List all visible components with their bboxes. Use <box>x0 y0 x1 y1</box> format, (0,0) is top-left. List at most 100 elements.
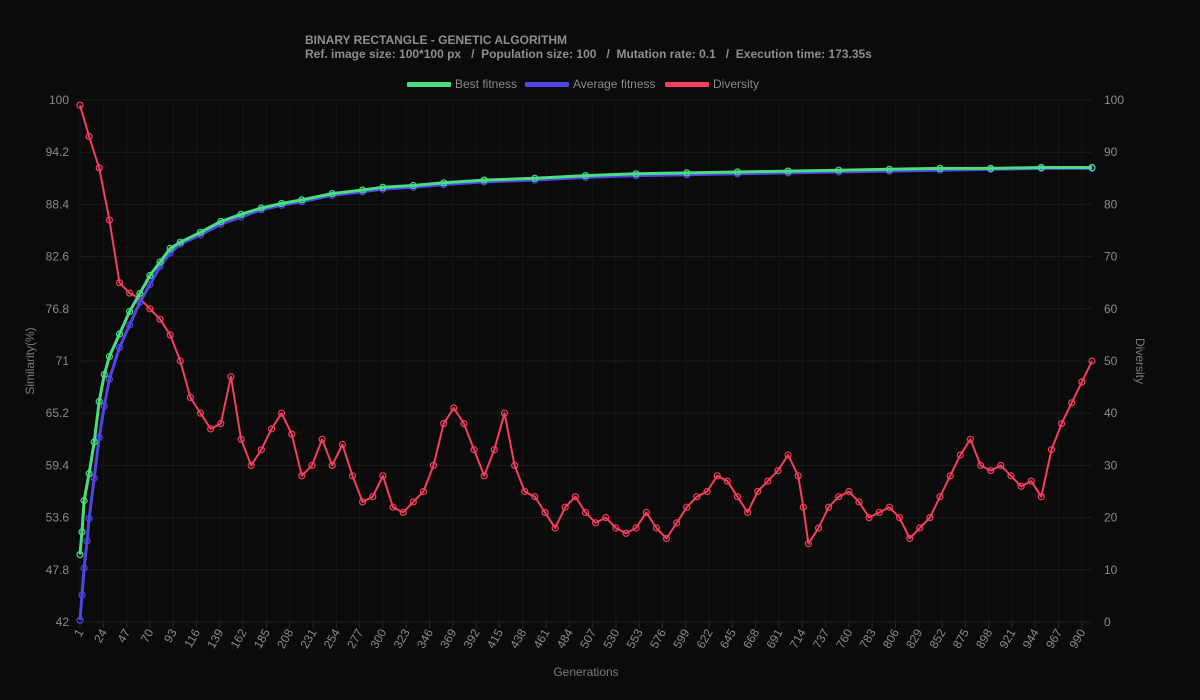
data-point-best-fitness <box>936 164 944 172</box>
data-point-diversity <box>237 435 245 443</box>
series-layer <box>76 101 1096 624</box>
x-tick-label: 898 <box>973 626 995 651</box>
data-point-diversity <box>1088 357 1096 365</box>
y-left-tick-label: 65.2 <box>46 406 70 420</box>
data-point-diversity <box>298 472 306 480</box>
data-point-diversity <box>926 513 934 522</box>
series-line-average-fitness <box>78 166 1092 621</box>
y-left-tick-label: 47.8 <box>46 563 70 577</box>
data-point-diversity <box>156 315 164 323</box>
data-point-diversity <box>845 487 853 496</box>
data-point-diversity <box>510 461 519 469</box>
data-point-diversity <box>318 435 326 443</box>
data-point-diversity <box>399 508 407 517</box>
data-point-diversity <box>936 493 944 501</box>
data-point-best-fitness <box>217 217 225 226</box>
data-point-diversity <box>612 524 620 532</box>
data-point-best-fitness <box>440 179 448 187</box>
data-point-average-fitness <box>78 591 86 599</box>
x-tick-label: 484 <box>554 626 576 651</box>
data-point-best-fitness <box>885 165 894 173</box>
y-left-tick-label: 59.4 <box>46 458 70 472</box>
data-point-diversity <box>166 331 174 339</box>
chart-subtitle: Ref. image size: 100*100 px / Population… <box>305 47 872 61</box>
legend-item-best-fitness[interactable]: Best fitness <box>407 77 517 91</box>
data-point-diversity <box>247 461 255 469</box>
x-tick-label: 277 <box>344 626 366 651</box>
data-point-diversity <box>693 493 701 501</box>
data-point-diversity <box>799 503 807 511</box>
data-point-diversity <box>804 540 813 548</box>
x-tick-label: 990 <box>1066 626 1088 651</box>
legend[interactable]: Best fitness Average fitness Diversity <box>407 77 759 91</box>
legend-item-average-fitness[interactable]: Average fitness <box>525 77 656 91</box>
legend-item-diversity[interactable]: Diversity <box>665 77 759 91</box>
data-point-diversity <box>1078 378 1086 386</box>
data-point-average-fitness <box>126 321 134 329</box>
data-point-best-fitness <box>328 190 336 198</box>
data-point-best-fitness <box>90 438 98 446</box>
data-point-average-fitness <box>136 298 144 307</box>
data-point-diversity <box>500 409 509 417</box>
legend-swatch-average-fitness <box>525 82 569 87</box>
data-point-diversity <box>1037 493 1045 501</box>
data-point-diversity <box>602 513 610 522</box>
data-point-best-fitness <box>136 289 144 298</box>
x-tick-label: 70 <box>138 626 157 645</box>
series-line-best-fitness <box>78 166 1092 555</box>
data-point-best-fitness <box>126 307 134 316</box>
y-right-tick-label: 60 <box>1104 302 1118 316</box>
data-point-diversity <box>338 440 346 449</box>
data-point-diversity <box>227 373 235 381</box>
data-point-best-fitness <box>156 258 164 266</box>
y-left-axis-title: Similarity(%) <box>23 327 37 394</box>
data-point-diversity <box>1017 482 1025 490</box>
x-tick-label: 24 <box>91 626 110 645</box>
data-point-diversity <box>308 461 316 469</box>
x-tick-label: 944 <box>1020 626 1042 651</box>
legend-label-average-fitness: Average fitness <box>573 77 656 91</box>
data-point-diversity <box>1047 446 1056 454</box>
data-point-diversity <box>440 420 448 428</box>
data-point-diversity <box>531 493 539 501</box>
data-point-diversity <box>966 435 975 443</box>
data-point-diversity <box>409 498 417 506</box>
data-point-average-fitness <box>115 343 124 352</box>
data-point-average-fitness <box>85 514 93 523</box>
legend-label-best-fitness: Best fitness <box>455 77 517 91</box>
data-point-diversity <box>176 357 184 365</box>
data-point-best-fitness <box>733 168 742 176</box>
data-point-best-fitness <box>1037 163 1045 172</box>
data-point-best-fitness <box>237 210 245 218</box>
x-tick-label: 231 <box>297 626 319 651</box>
x-tick-label: 783 <box>857 626 879 651</box>
x-tick-label: 369 <box>437 626 459 651</box>
data-point-average-fitness <box>76 616 84 624</box>
y-right-tick-label: 10 <box>1104 563 1118 577</box>
data-point-best-fitness <box>76 550 84 559</box>
data-point-best-fitness <box>78 528 86 536</box>
y-left-tick-label: 94.2 <box>46 145 70 159</box>
data-point-diversity <box>632 524 640 532</box>
y-right-axis-title: Diversity <box>1133 338 1147 384</box>
data-point-best-fitness <box>257 204 265 212</box>
data-point-average-fitness <box>80 564 88 572</box>
data-point-diversity <box>835 493 843 501</box>
data-point-best-fitness <box>784 167 792 175</box>
data-point-diversity <box>1068 399 1076 407</box>
data-point-diversity <box>895 513 904 522</box>
data-point-diversity <box>855 498 863 506</box>
x-tick-label: 829 <box>903 626 925 651</box>
data-point-diversity <box>987 467 995 475</box>
data-point-best-fitness <box>683 169 691 177</box>
data-point-best-fitness <box>105 352 114 361</box>
data-point-diversity <box>1057 420 1066 428</box>
grid-layer <box>79 99 1092 623</box>
x-tick-label: 47 <box>114 626 133 645</box>
data-point-diversity <box>885 503 894 511</box>
x-tick-label: 93 <box>161 626 180 645</box>
data-point-diversity <box>470 446 478 454</box>
data-point-best-fitness <box>632 170 640 178</box>
x-tick-label: 116 <box>181 626 203 650</box>
